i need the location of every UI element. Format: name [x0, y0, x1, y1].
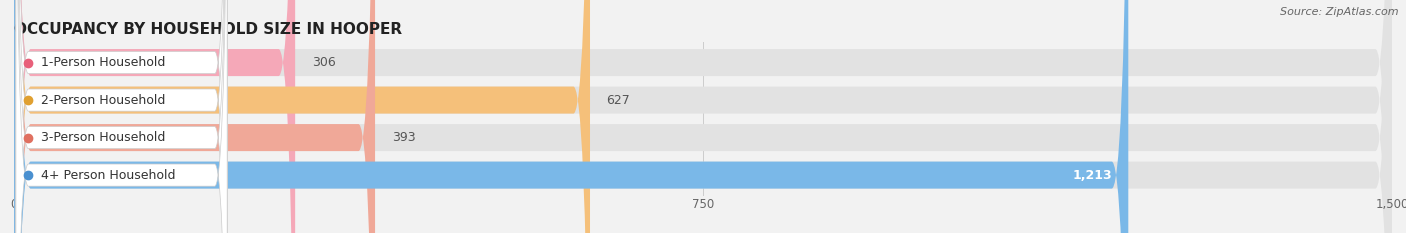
Text: 1,213: 1,213	[1073, 169, 1112, 182]
Text: 306: 306	[312, 56, 336, 69]
Text: 1-Person Household: 1-Person Household	[41, 56, 165, 69]
Text: 4+ Person Household: 4+ Person Household	[41, 169, 176, 182]
FancyBboxPatch shape	[14, 0, 1128, 233]
Text: 3-Person Household: 3-Person Household	[41, 131, 165, 144]
Text: 393: 393	[392, 131, 415, 144]
FancyBboxPatch shape	[14, 0, 375, 233]
FancyBboxPatch shape	[15, 0, 228, 233]
FancyBboxPatch shape	[15, 0, 228, 233]
Text: OCCUPANCY BY HOUSEHOLD SIZE IN HOOPER: OCCUPANCY BY HOUSEHOLD SIZE IN HOOPER	[14, 22, 402, 37]
FancyBboxPatch shape	[14, 0, 295, 233]
Text: 2-Person Household: 2-Person Household	[41, 94, 165, 106]
FancyBboxPatch shape	[14, 0, 1392, 233]
FancyBboxPatch shape	[15, 0, 228, 233]
FancyBboxPatch shape	[14, 0, 1392, 233]
FancyBboxPatch shape	[14, 0, 1392, 233]
FancyBboxPatch shape	[14, 0, 1392, 233]
Text: Source: ZipAtlas.com: Source: ZipAtlas.com	[1281, 7, 1399, 17]
FancyBboxPatch shape	[14, 0, 591, 233]
Text: 627: 627	[606, 94, 630, 106]
FancyBboxPatch shape	[15, 0, 228, 233]
